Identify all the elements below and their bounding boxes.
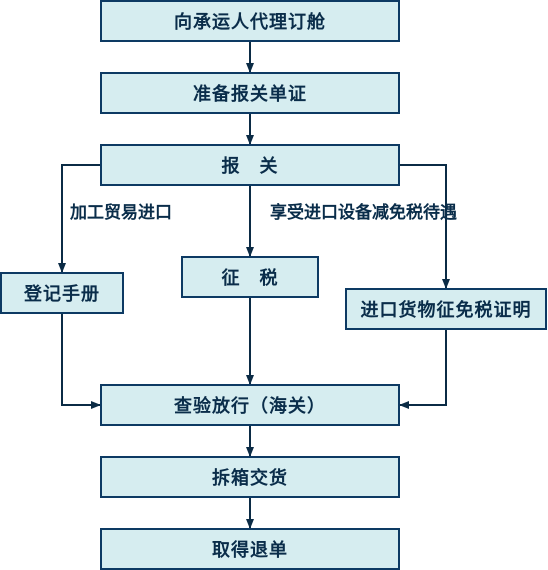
node-label: 报 关 [222,152,279,178]
node-label: 查验放行（海关） [174,392,326,418]
edge [62,314,100,405]
node-label: 向承运人代理订舱 [174,8,326,34]
node-unpack-deliver: 拆箱交货 [100,456,400,498]
node-label: 准备报关单证 [193,80,307,106]
edge [400,330,446,405]
node-label: 进口货物征免税证明 [361,296,532,322]
node-tax-exempt-cert: 进口货物征免税证明 [345,288,547,330]
node-register-manual: 登记手册 [0,272,124,314]
edge [400,165,446,288]
node-label: 征 税 [222,264,279,290]
node-prepare-docs: 准备报关单证 [100,72,400,114]
node-label: 登记手册 [24,280,100,306]
branch-label-tax-exempt: 享受进口设备减免税待遇 [270,198,457,223]
node-book-space: 向承运人代理订舱 [100,0,400,42]
node-get-receipt: 取得退单 [100,528,400,570]
node-label: 拆箱交货 [212,464,288,490]
node-taxation: 征 税 [181,256,319,298]
node-customs-declare: 报 关 [100,144,400,186]
branch-label-processing-trade: 加工贸易进口 [70,198,172,223]
node-label: 取得退单 [212,536,288,562]
edge-label-text: 享受进口设备减免税待遇 [270,203,457,222]
flowchart-canvas: 向承运人代理订舱 准备报关单证 报 关 征 税 登记手册 进口货物征免税证明 查… [0,0,548,550]
edge-label-text: 加工贸易进口 [70,203,172,222]
node-inspect-release: 查验放行（海关） [100,384,400,426]
